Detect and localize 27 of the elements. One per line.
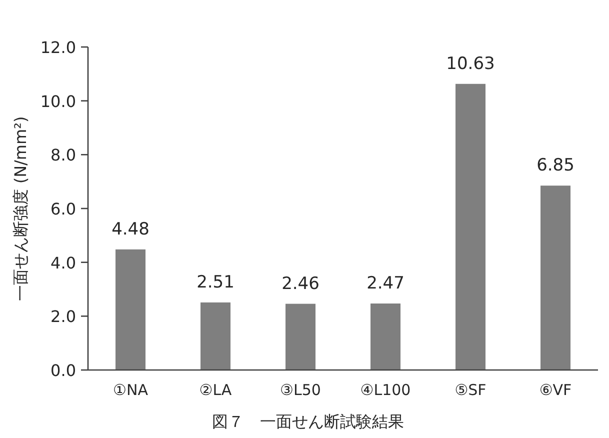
bar: [116, 249, 146, 370]
y-axis-title: 一面せん断強度 (N/mm²): [11, 116, 30, 301]
data-label: 2.46: [282, 274, 320, 294]
bar: [456, 84, 486, 370]
y-tick-label: 0.0: [50, 361, 76, 380]
x-tick-label: ⑤SF: [454, 381, 486, 399]
data-label: 4.48: [112, 219, 150, 240]
data-label: 2.47: [366, 274, 404, 294]
y-tick-label: 6.0: [50, 200, 76, 218]
y-tick-label: 4.0: [50, 253, 76, 272]
text: 図７ 一面せん断試験結果: [212, 412, 404, 431]
data-label: 2.51: [196, 272, 234, 292]
x-tick-label: ③L50: [280, 381, 321, 399]
x-tick-label: ④L100: [360, 381, 411, 399]
data-label: 10.63: [446, 54, 495, 74]
bar: [370, 304, 400, 370]
x-tick-label: ⑥VF: [539, 381, 572, 399]
bar: [540, 186, 570, 370]
x-tick-label: ①NA: [113, 381, 149, 399]
bar: [286, 304, 316, 370]
bar: [200, 302, 230, 370]
y-tick-label: 10.0: [40, 92, 76, 111]
data-label: 6.85: [536, 156, 574, 176]
y-tick-label: 2.0: [50, 307, 76, 326]
x-tick-label: ②LA: [199, 381, 232, 399]
y-tick-label: 12.0: [40, 38, 76, 57]
y-tick-label: 8.0: [50, 146, 76, 165]
